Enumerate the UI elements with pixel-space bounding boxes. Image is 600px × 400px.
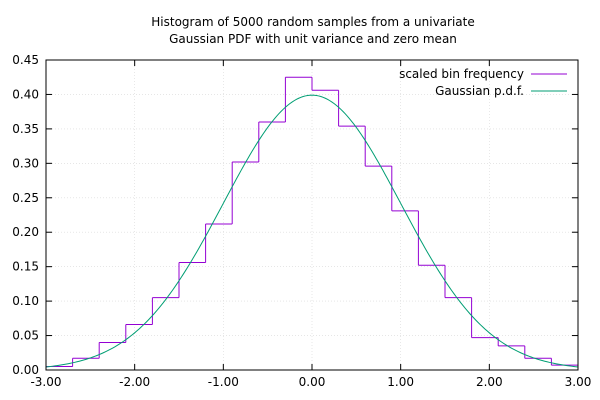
axes: -3.00 -2.00 -1.00 0.00 1.00 2.00 3.00 0.00 0.05 0…	[12, 53, 591, 389]
y-tick-label: 0.35	[12, 122, 39, 136]
chart-title-line-1: Histogram of 5000 random samples from a …	[151, 15, 474, 29]
legend: scaled bin frequency Gaussian p.d.f.	[399, 67, 567, 98]
y-tick-label: 0.00	[12, 363, 39, 377]
y-tick-label: 0.45	[12, 53, 39, 67]
gaussian-curve	[45, 94, 579, 368]
plot-area	[45, 76, 579, 368]
plot-frame	[45, 59, 579, 371]
x-tick-label: 2.00	[476, 375, 503, 389]
y-tick-label: 0.25	[12, 191, 39, 205]
x-tick-label: 1.00	[387, 375, 414, 389]
x-tick-label: 0.00	[299, 375, 326, 389]
legend-label-scaled-bin-frequency: scaled bin frequency	[399, 67, 524, 81]
x-tick-label: -3.00	[30, 375, 61, 389]
y-tick-label: 0.40	[12, 87, 39, 101]
y-tick-label: 0.15	[12, 260, 39, 274]
x-tick-label: -1.00	[208, 375, 239, 389]
chart-title-line-2: Gaussian PDF with unit variance and zero…	[169, 32, 457, 46]
x-tick-label: 3.00	[565, 375, 592, 389]
grid	[45, 59, 579, 371]
y-tick-label: 0.20	[12, 225, 39, 239]
y-tick-label: 0.05	[12, 329, 39, 343]
y-tick-label: 0.10	[12, 294, 39, 308]
y-tick-label: 0.30	[12, 156, 39, 170]
legend-label-gaussian-pdf: Gaussian p.d.f.	[435, 84, 524, 98]
x-tick-label: -2.00	[119, 375, 150, 389]
